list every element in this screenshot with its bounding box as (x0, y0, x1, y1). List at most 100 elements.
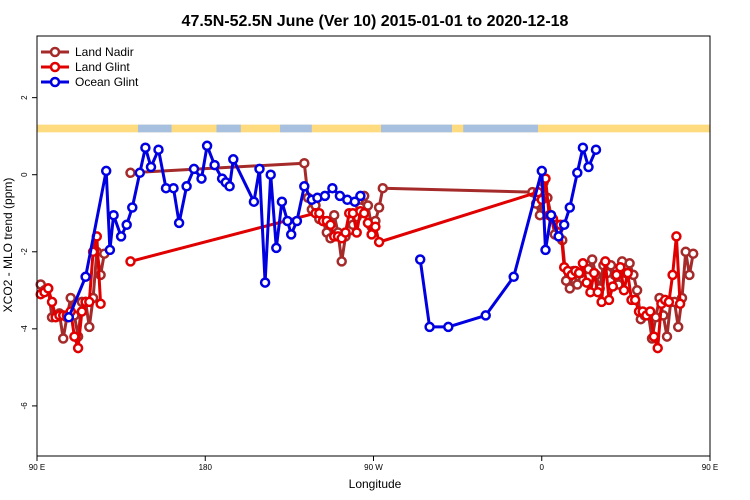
data-point-ocean-glint-34 (299, 181, 310, 192)
data-point-land-nadir-54 (572, 279, 583, 290)
data-point-land-glint-14 (84, 296, 95, 308)
data-point-ocean-glint-42 (355, 190, 366, 202)
data-point-land-glint-75 (674, 298, 686, 310)
legend-marker-ocean-glint (49, 76, 61, 88)
data-point-ocean-glint-43 (414, 254, 426, 265)
legend-label-land-nadir: Land Nadir (75, 45, 134, 59)
data-point-land-glint-67 (644, 306, 656, 317)
data-point-land-nadir-85 (687, 248, 699, 259)
data-point-ocean-glint-45 (443, 321, 454, 333)
data-point-ocean-glint-26 (254, 163, 265, 175)
y-tick-label-3: -2 (20, 248, 29, 256)
data-point-land-glint-57 (607, 281, 619, 292)
ocean-band-segment-5 (463, 124, 539, 133)
data-point-ocean-glint-49 (540, 244, 551, 256)
data-point-land-glint-32 (358, 207, 370, 219)
data-point-ocean-glint-30 (276, 196, 288, 207)
data-point-land-glint-60 (618, 285, 630, 296)
data-point-ocean-glint-9 (134, 167, 146, 179)
plot-frame (36, 35, 711, 457)
data-point-ocean-glint-38 (327, 182, 338, 194)
data-point-land-nadir-81 (672, 321, 684, 333)
data-point-land-glint-17 (95, 298, 106, 310)
data-point-land-nadir-14 (84, 321, 95, 333)
data-point-land-nadir-58 (586, 254, 598, 265)
data-point-ocean-glint-23 (224, 181, 235, 192)
x-tick-label-1: 90 E (29, 463, 45, 472)
x-tick-label-3: 90 W (364, 463, 383, 472)
data-point-land-glint-63 (629, 294, 641, 306)
data-point-land-glint-53 (592, 286, 604, 298)
data-point-land-glint-30 (351, 227, 362, 238)
data-point-land-nadir-40 (373, 202, 385, 213)
data-point-land-glint-23 (325, 219, 336, 231)
y-axis: -6 -4 -2 0 2 (20, 95, 37, 409)
data-point-ocean-glint-17 (188, 163, 200, 175)
data-point-ocean-glint-24 (228, 154, 239, 165)
x-axis-label: Longitude (349, 477, 402, 491)
data-point-ocean-glint-55 (577, 142, 589, 153)
x-tick-label-2: 180 (199, 463, 213, 472)
data-point-ocean-glint-19 (201, 140, 213, 152)
data-point-land-nadir-41 (377, 182, 389, 194)
data-point-ocean-glint-46 (480, 310, 491, 321)
data-point-land-nadir-84 (684, 269, 695, 281)
ocean-band-segment-4 (380, 124, 453, 133)
data-point-ocean-glint-54 (572, 167, 583, 179)
data-point-land-glint-61 (622, 267, 633, 279)
data-point-ocean-glint-50 (545, 209, 557, 221)
y-axis-label: XCO2 - MLO trend (ppm) (1, 178, 15, 313)
data-point-ocean-glint-18 (196, 173, 207, 184)
data-point-ocean-glint-6 (115, 231, 127, 242)
legend-marker-land-nadir (49, 46, 61, 58)
ocean-band-segment-3 (280, 124, 312, 133)
data-point-ocean-glint-20 (209, 159, 220, 171)
data-point-ocean-glint-4 (104, 244, 116, 256)
data-point-land-glint-50 (581, 277, 592, 288)
data-point-ocean-glint-8 (127, 202, 138, 213)
data-point-land-glint-12 (76, 306, 88, 317)
data-point-land-glint-58 (611, 269, 622, 281)
data-point-land-nadir-9 (65, 292, 76, 304)
data-point-land-glint-72 (663, 296, 675, 308)
ocean-band-segment-1 (137, 124, 172, 133)
data-point-land-glint-56 (603, 294, 615, 306)
data-point-ocean-glint-53 (564, 202, 576, 213)
data-point-land-nadir-70 (631, 285, 643, 296)
data-point-ocean-glint-7 (121, 219, 132, 231)
data-point-land-nadir-7 (57, 333, 69, 344)
legend-label-land-glint: Land Glint (75, 60, 130, 74)
data-point-ocean-glint-37 (319, 190, 331, 202)
land-ocean-band (37, 124, 710, 133)
data-point-ocean-glint-56 (583, 161, 594, 173)
data-point-land-glint-69 (652, 342, 663, 354)
series-line-land-nadir-2 (130, 161, 695, 340)
data-point-ocean-glint-2 (80, 271, 91, 283)
data-point-land-glint-48 (573, 267, 585, 279)
data-point-ocean-glint-52 (558, 219, 570, 231)
series-line-land-glint-2 (130, 177, 682, 350)
data-point-land-glint-3 (42, 283, 54, 294)
series-layer (35, 140, 699, 354)
data-point-ocean-glint-33 (291, 215, 303, 227)
data-point-ocean-glint-48 (536, 165, 548, 177)
data-point-land-glint-4 (46, 296, 58, 308)
data-point-land-glint-55 (600, 256, 611, 267)
data-point-land-glint-68 (648, 331, 660, 342)
data-point-ocean-glint-12 (153, 144, 164, 155)
chart-title: 47.5N-52.5N June (Ver 10) 2015-01-01 to … (182, 13, 569, 30)
data-point-ocean-glint-29 (271, 242, 282, 254)
data-point-land-glint-73 (667, 269, 678, 281)
data-point-land-glint-59 (615, 261, 626, 273)
data-point-land-glint-74 (671, 231, 682, 242)
data-point-ocean-glint-10 (140, 142, 151, 153)
y-tick-label-2: -4 (20, 325, 29, 333)
data-point-ocean-glint-32 (285, 229, 297, 240)
data-point-ocean-glint-14 (168, 182, 179, 194)
ocean-band-segment-2 (216, 124, 241, 133)
legend-marker-land-glint (49, 61, 61, 73)
y-tick-label-4: 0 (20, 172, 29, 177)
y-tick-label-5: 2 (20, 95, 29, 100)
data-point-land-glint-11 (72, 342, 84, 354)
